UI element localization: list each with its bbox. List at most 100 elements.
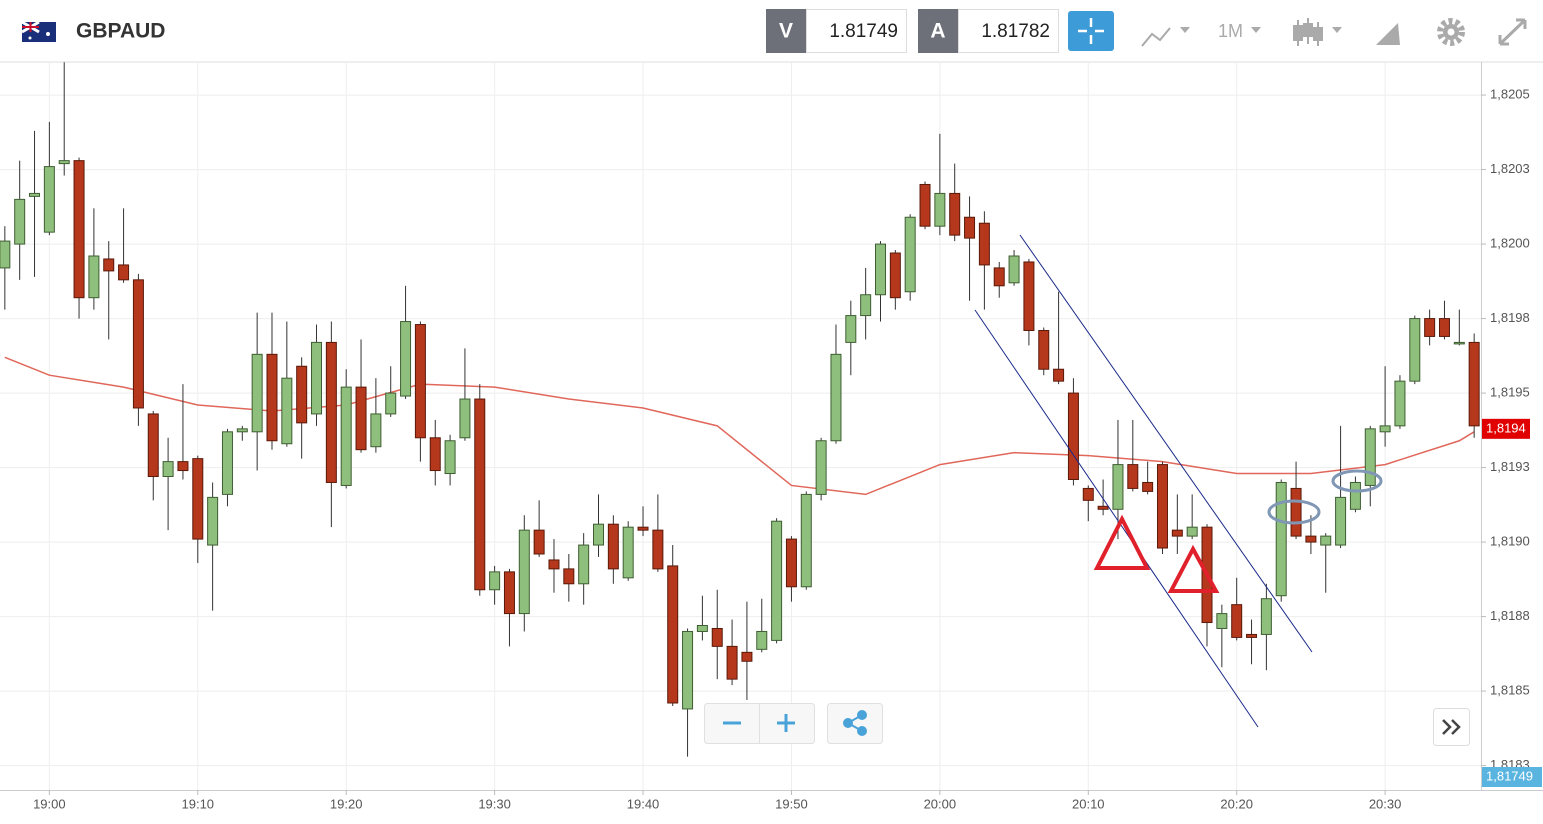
candle-body xyxy=(43,166,55,233)
candle-body xyxy=(578,544,590,585)
x-tick-label: 20:10 xyxy=(1072,796,1105,811)
settings-button[interactable] xyxy=(1437,18,1465,46)
candle-body xyxy=(503,571,515,615)
plot xyxy=(0,62,1480,757)
draw-button[interactable] xyxy=(1376,23,1400,45)
candle-body xyxy=(607,523,619,570)
candle-body xyxy=(192,458,204,540)
triangle-marker xyxy=(1093,514,1151,570)
timeframe[interactable]: 1M xyxy=(1218,21,1243,41)
bid-box xyxy=(806,9,907,53)
crosshair-button[interactable] xyxy=(1068,11,1114,51)
candle-body xyxy=(58,160,70,165)
candle-body xyxy=(103,258,115,272)
bid-button[interactable] xyxy=(766,9,806,53)
axes: 1,8205 1,8203 1,8200 1,8198 1,8195 1,8193 1,81… xyxy=(33,87,1542,811)
candle-body xyxy=(711,627,723,647)
candles-button[interactable] xyxy=(1293,18,1342,46)
timeframe-caret xyxy=(1251,27,1261,33)
ask-button[interactable] xyxy=(918,9,958,53)
candle-body xyxy=(414,324,426,439)
candle-body xyxy=(978,222,990,266)
candle-body xyxy=(1424,318,1436,337)
candle-body xyxy=(1082,487,1094,501)
candle-body xyxy=(815,440,827,495)
candle-body xyxy=(889,252,901,299)
candle-body xyxy=(311,341,323,415)
candle-body xyxy=(771,520,783,641)
y-tick-label: 1,8188 xyxy=(1490,608,1530,623)
triangle-marker xyxy=(1167,544,1220,593)
candle-body xyxy=(845,315,857,343)
candle-body xyxy=(1216,613,1228,629)
candle-body xyxy=(281,377,293,445)
x-tick-label: 19:30 xyxy=(478,796,511,811)
candle-body xyxy=(73,160,85,299)
candle-body xyxy=(830,353,842,442)
candle-body xyxy=(1349,481,1361,510)
candle-body xyxy=(0,240,11,269)
candle-body xyxy=(1438,318,1450,337)
candle-body xyxy=(1231,604,1243,638)
candle-body xyxy=(385,392,397,415)
candle-body xyxy=(1275,481,1287,597)
candle-body xyxy=(325,341,337,483)
bid-label: V xyxy=(779,20,793,43)
zoom-in-button[interactable] xyxy=(777,714,795,732)
candle-body xyxy=(741,651,753,662)
y-tick-label: 1,8185 xyxy=(1490,683,1530,698)
candle-body xyxy=(533,529,545,555)
share-button[interactable] xyxy=(827,703,883,744)
y-tick-label: 1,8195 xyxy=(1490,385,1530,400)
candle-body xyxy=(800,493,812,588)
candle-body xyxy=(207,496,219,546)
candle-body xyxy=(1067,392,1079,480)
chart-type-button[interactable] xyxy=(1141,27,1190,47)
candle-body xyxy=(474,398,486,591)
y-tick-label: 1,8203 xyxy=(1490,161,1530,176)
candle-body xyxy=(1112,464,1124,510)
candle-body xyxy=(860,294,872,317)
candle-body xyxy=(1142,481,1154,492)
candle-body xyxy=(1156,464,1168,549)
x-tick-label: 19:50 xyxy=(775,796,808,811)
candle-body xyxy=(29,192,41,197)
candle-body xyxy=(1127,464,1139,489)
candle-body xyxy=(147,413,159,478)
candle-body xyxy=(756,630,768,650)
candle-body xyxy=(993,267,1005,287)
ask-box xyxy=(958,9,1059,53)
candle-body xyxy=(132,279,144,409)
candle-body xyxy=(1260,598,1272,635)
x-tick-label: 19:40 xyxy=(627,796,660,811)
candle-body xyxy=(14,198,26,245)
candle-body xyxy=(1468,341,1480,427)
candle-body xyxy=(1335,496,1347,546)
x-tick-label: 19:10 xyxy=(182,796,215,811)
fullscreen-button[interactable] xyxy=(1498,18,1527,46)
candle-body xyxy=(429,437,441,472)
symbol: GBPAUD xyxy=(76,20,165,43)
candle-body xyxy=(489,571,501,591)
candle-body xyxy=(444,440,456,475)
candle-body xyxy=(919,183,931,227)
zoom-controls xyxy=(704,703,883,744)
x-tick-label: 19:20 xyxy=(330,796,363,811)
candle-body xyxy=(1379,425,1391,433)
candle-body xyxy=(696,625,708,632)
candle-body xyxy=(1038,329,1050,370)
candle-body xyxy=(177,461,189,472)
candle-body xyxy=(1409,318,1421,382)
candle-body xyxy=(874,243,886,296)
candle-body xyxy=(88,255,100,299)
candle-body xyxy=(459,398,471,439)
candle-body xyxy=(667,565,679,704)
candle-body xyxy=(296,365,308,424)
y-tick-label: 1,8200 xyxy=(1490,236,1530,251)
candle-body xyxy=(548,559,560,570)
ask-price: 1.81782 xyxy=(981,21,1050,42)
scroll-button[interactable] xyxy=(1433,708,1470,746)
candle-body xyxy=(682,630,694,710)
candle-body xyxy=(1290,487,1302,537)
